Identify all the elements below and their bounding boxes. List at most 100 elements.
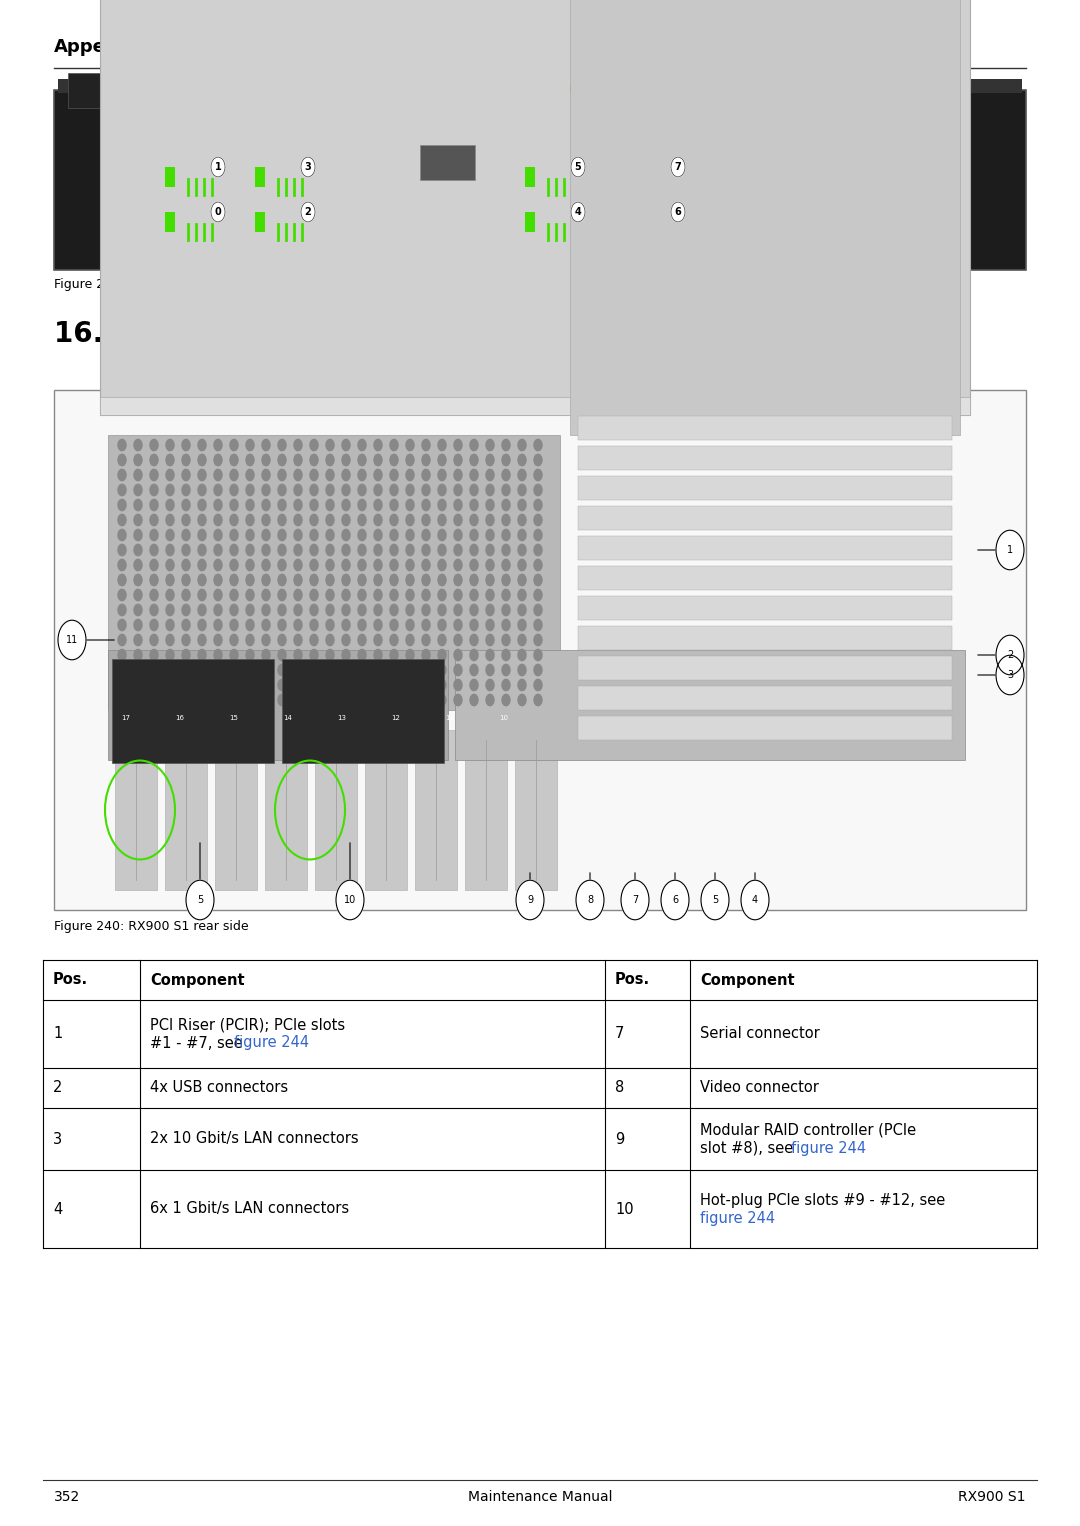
Circle shape xyxy=(374,574,382,586)
Circle shape xyxy=(390,530,399,540)
FancyBboxPatch shape xyxy=(578,446,951,470)
Circle shape xyxy=(134,484,141,496)
Circle shape xyxy=(438,664,446,676)
Circle shape xyxy=(246,514,254,525)
Circle shape xyxy=(470,650,478,661)
Circle shape xyxy=(134,545,141,555)
Circle shape xyxy=(518,560,526,571)
Text: 3: 3 xyxy=(305,162,311,172)
Circle shape xyxy=(134,574,141,586)
Circle shape xyxy=(278,620,286,630)
Circle shape xyxy=(374,499,382,511)
Text: 2x 10 Gbit/s LAN connectors: 2x 10 Gbit/s LAN connectors xyxy=(150,1131,359,1146)
Circle shape xyxy=(294,530,302,540)
Circle shape xyxy=(502,679,510,691)
Circle shape xyxy=(150,499,158,511)
Circle shape xyxy=(230,620,238,630)
FancyBboxPatch shape xyxy=(622,201,698,243)
Circle shape xyxy=(198,589,206,601)
Circle shape xyxy=(518,439,526,450)
Circle shape xyxy=(230,650,238,661)
Circle shape xyxy=(134,664,141,676)
Circle shape xyxy=(406,604,414,615)
Circle shape xyxy=(390,604,399,615)
Text: 6: 6 xyxy=(672,896,678,905)
Circle shape xyxy=(357,604,366,615)
Circle shape xyxy=(326,530,334,540)
Circle shape xyxy=(166,484,174,496)
Circle shape xyxy=(518,694,526,705)
Circle shape xyxy=(166,514,174,525)
Circle shape xyxy=(454,650,462,661)
Circle shape xyxy=(518,530,526,540)
Circle shape xyxy=(230,455,238,465)
FancyBboxPatch shape xyxy=(365,729,407,890)
FancyBboxPatch shape xyxy=(162,157,238,197)
Circle shape xyxy=(294,694,302,705)
Circle shape xyxy=(357,635,366,645)
Circle shape xyxy=(166,530,174,540)
Circle shape xyxy=(470,470,478,481)
Circle shape xyxy=(374,560,382,571)
FancyBboxPatch shape xyxy=(570,85,650,93)
Circle shape xyxy=(486,439,494,450)
Circle shape xyxy=(294,679,302,691)
Circle shape xyxy=(262,694,270,705)
Circle shape xyxy=(294,574,302,586)
Circle shape xyxy=(230,499,238,511)
Circle shape xyxy=(246,470,254,481)
Circle shape xyxy=(390,589,399,601)
Circle shape xyxy=(502,620,510,630)
Circle shape xyxy=(470,574,478,586)
Circle shape xyxy=(214,679,222,691)
Circle shape xyxy=(470,455,478,465)
Circle shape xyxy=(294,560,302,571)
Circle shape xyxy=(454,439,462,450)
FancyBboxPatch shape xyxy=(578,476,951,501)
Circle shape xyxy=(374,620,382,630)
Circle shape xyxy=(183,530,190,540)
Circle shape xyxy=(166,589,174,601)
Circle shape xyxy=(262,560,270,571)
Circle shape xyxy=(183,470,190,481)
Circle shape xyxy=(390,620,399,630)
Text: 1: 1 xyxy=(1007,545,1013,555)
Circle shape xyxy=(357,499,366,511)
Circle shape xyxy=(262,679,270,691)
Circle shape xyxy=(310,694,318,705)
Circle shape xyxy=(502,560,510,571)
Circle shape xyxy=(438,574,446,586)
Circle shape xyxy=(278,589,286,601)
Circle shape xyxy=(294,545,302,555)
FancyBboxPatch shape xyxy=(100,397,970,415)
FancyBboxPatch shape xyxy=(465,729,507,890)
Circle shape xyxy=(406,560,414,571)
Circle shape xyxy=(357,574,366,586)
Circle shape xyxy=(310,470,318,481)
Text: 7: 7 xyxy=(615,1027,624,1042)
FancyBboxPatch shape xyxy=(522,201,598,243)
Text: Maintenance Manual: Maintenance Manual xyxy=(468,1489,612,1505)
Circle shape xyxy=(422,635,430,645)
Text: Component: Component xyxy=(150,972,245,987)
Circle shape xyxy=(214,650,222,661)
Circle shape xyxy=(390,484,399,496)
Circle shape xyxy=(246,589,254,601)
Text: 5: 5 xyxy=(197,896,203,905)
Circle shape xyxy=(214,574,222,586)
Circle shape xyxy=(502,484,510,496)
Circle shape xyxy=(470,635,478,645)
Circle shape xyxy=(342,499,350,511)
Circle shape xyxy=(406,589,414,601)
Circle shape xyxy=(118,679,126,691)
Circle shape xyxy=(118,455,126,465)
FancyBboxPatch shape xyxy=(58,79,1022,93)
Circle shape xyxy=(996,655,1024,694)
Circle shape xyxy=(534,470,542,481)
Circle shape xyxy=(534,499,542,511)
Circle shape xyxy=(310,589,318,601)
Circle shape xyxy=(118,439,126,450)
Text: 9: 9 xyxy=(615,1131,624,1146)
Circle shape xyxy=(422,470,430,481)
Circle shape xyxy=(438,650,446,661)
